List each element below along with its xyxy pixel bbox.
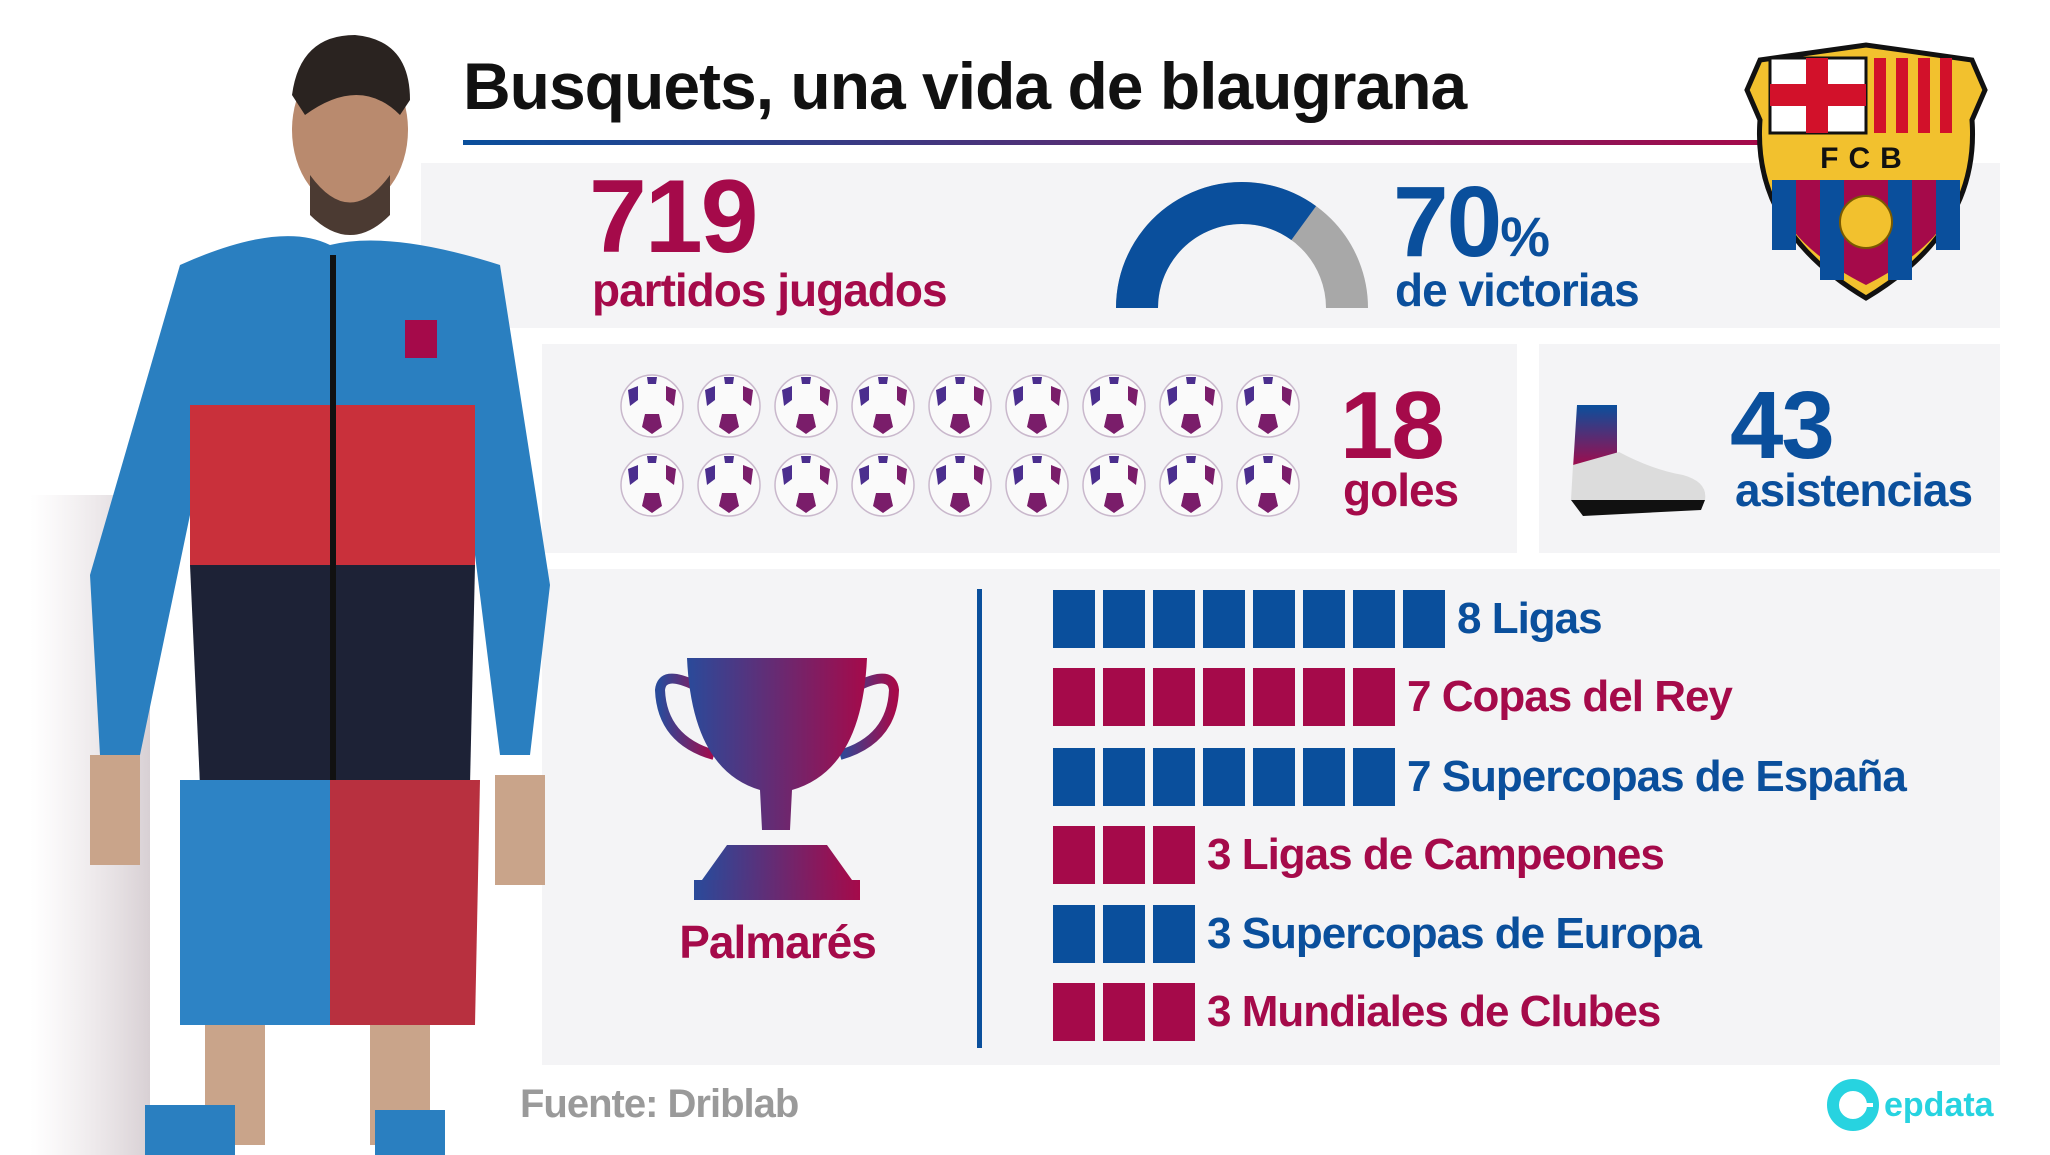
trophy-count-bar (1053, 826, 1095, 884)
epdata-brand: epdata (1884, 1085, 1994, 1124)
trophy-count-bar (1103, 983, 1145, 1041)
palmares-item-label: 7 Copas del Rey (1407, 672, 1733, 721)
assists-value: 43 (1730, 372, 1835, 479)
trophy-count-bar (1253, 748, 1295, 806)
trophy-count-bar (1153, 826, 1195, 884)
wins-unit: % (1500, 205, 1550, 268)
matches-label: partidos jugados (592, 264, 948, 316)
palmares-divider (977, 589, 982, 1048)
trophy-count-bar (1203, 748, 1245, 806)
trophy-count-bar (1303, 590, 1345, 648)
trophy-count-bar (1053, 748, 1095, 806)
palmares-row: 8 Ligas (1053, 590, 1603, 648)
goal-ball-icon (697, 374, 761, 438)
trophy-count-bar (1353, 590, 1395, 648)
wins-label: de victorias (1395, 264, 1640, 316)
gauge-fill (1116, 182, 1317, 309)
trophy-count-bar (1353, 748, 1395, 806)
goals-label: goles (1343, 464, 1459, 516)
palmares-item-label: 8 Ligas (1457, 594, 1603, 643)
trophy-count-bar (1153, 668, 1195, 726)
trophy-count-bar (1203, 590, 1245, 648)
trophy-count-bar (1403, 590, 1445, 648)
page-title: Busquets, una vida de blaugrana (463, 49, 1467, 123)
trophy-count-bar (1253, 668, 1295, 726)
fcb-crest-logo: FCB (1744, 42, 1988, 301)
boot-icon (1571, 405, 1706, 516)
goal-ball-icon (620, 453, 684, 517)
goals-value: 18 (1340, 372, 1445, 479)
trophy-count-bar (1103, 590, 1145, 648)
title-underline (463, 140, 1763, 145)
source-note: Fuente: Driblab (520, 1082, 799, 1126)
epdata-logo-icon (1827, 1079, 1879, 1131)
trophy-count-bar (1053, 668, 1095, 726)
palmares-item-label: 7 Supercopas de España (1407, 752, 1907, 801)
goal-ball-icon (1005, 374, 1069, 438)
goal-ball-icon (1005, 453, 1069, 517)
goal-ball-icon (851, 453, 915, 517)
goal-ball-icon (774, 374, 838, 438)
goal-ball-icon (697, 453, 761, 517)
palmares-item-label: 3 Mundiales de Clubes (1207, 987, 1661, 1036)
trophy-count-bar (1103, 826, 1145, 884)
wins-value: 70% (1393, 172, 1550, 287)
trophy-count-bar (1253, 590, 1295, 648)
epdata-logo: epdata (1826, 1078, 1994, 1132)
player-photo (30, 35, 550, 1155)
palmares-item-label: 3 Supercopas de Europa (1207, 909, 1702, 958)
wins-gauge (1116, 182, 1368, 309)
goal-ball-icon (928, 374, 992, 438)
trophy-count-bar (1303, 668, 1345, 726)
goal-ball-icon (774, 453, 838, 517)
goal-ball-icon (1082, 374, 1146, 438)
palmares-row: 3 Ligas de Campeones (1053, 826, 1665, 884)
trophy-count-bar (1353, 668, 1395, 726)
trophy-count-bar (1053, 905, 1095, 963)
goal-ball-icon (620, 374, 684, 438)
trophy-count-bar (1303, 748, 1345, 806)
palmares-item-label: 3 Ligas de Campeones (1207, 830, 1665, 879)
palmares-row: 3 Supercopas de Europa (1053, 905, 1702, 963)
crest-letters: FCB (1820, 142, 1912, 175)
trophy-count-bar (1103, 668, 1145, 726)
goal-ball-icon (1082, 453, 1146, 517)
goal-ball-icon (1159, 453, 1223, 517)
palmares-label: Palmarés (679, 916, 877, 968)
trophy-count-bar (1053, 590, 1095, 648)
trophy-count-bar (1103, 748, 1145, 806)
trophy-count-bar (1153, 983, 1195, 1041)
trophy-count-bar (1053, 983, 1095, 1041)
goal-ball-icon (1236, 374, 1300, 438)
trophy-count-bar (1153, 748, 1195, 806)
palmares-row: 7 Copas del Rey (1053, 668, 1733, 726)
trophy-count-bar (1153, 590, 1195, 648)
goal-ball-icon (851, 374, 915, 438)
wins-number: 70 (1393, 166, 1502, 278)
trophy-count-bar (1103, 905, 1145, 963)
palmares-row: 3 Mundiales de Clubes (1053, 983, 1661, 1041)
goals-ball-grid (618, 372, 1318, 532)
goal-ball-icon (1159, 374, 1223, 438)
assists-label: asistencias (1735, 464, 1973, 516)
trophy-count-bar (1153, 905, 1195, 963)
trophy-icon (654, 658, 900, 900)
palmares-row: 7 Supercopas de España (1053, 748, 1907, 806)
goal-ball-icon (928, 453, 992, 517)
trophy-count-bar (1203, 668, 1245, 726)
goal-ball-icon (1236, 453, 1300, 517)
matches-value: 719 (589, 159, 759, 275)
